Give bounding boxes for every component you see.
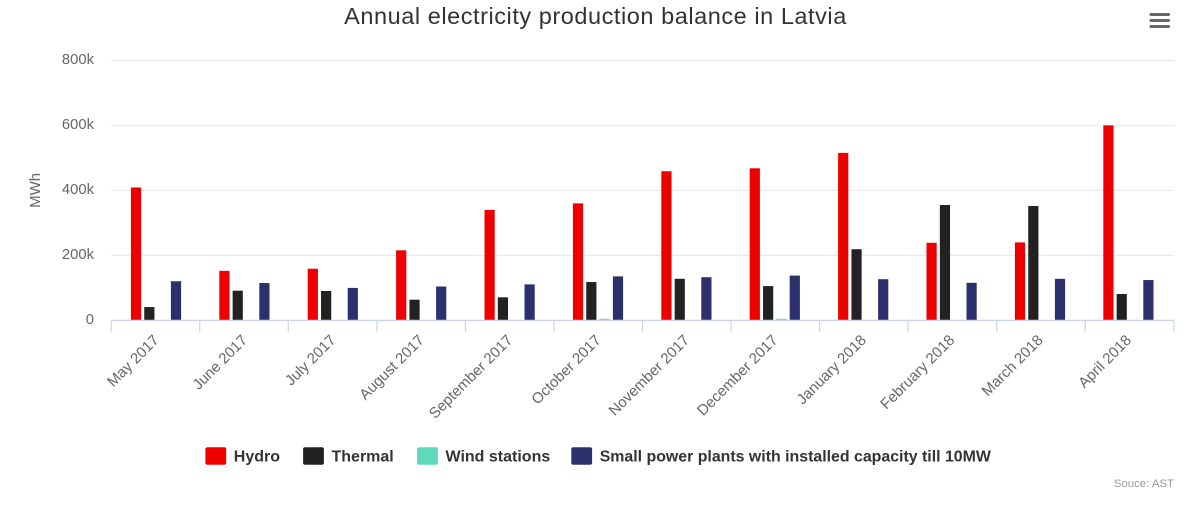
svg-text:MWh: MWh xyxy=(27,173,44,208)
svg-text:Small power plants with instal: Small power plants with installed capaci… xyxy=(600,449,991,466)
svg-text:Annual electricity production: Annual electricity production balance in… xyxy=(344,3,847,29)
svg-text:800k: 800k xyxy=(62,52,95,68)
svg-text:Hydro: Hydro xyxy=(234,449,280,466)
svg-text:600k: 600k xyxy=(62,117,95,133)
svg-text:400k: 400k xyxy=(62,182,95,198)
svg-text:Wind stations: Wind stations xyxy=(446,449,551,466)
svg-text:Souce: AST: Souce: AST xyxy=(1114,478,1174,490)
svg-text:200k: 200k xyxy=(62,247,95,263)
svg-text:0: 0 xyxy=(86,312,94,328)
svg-text:Thermal: Thermal xyxy=(332,449,394,466)
